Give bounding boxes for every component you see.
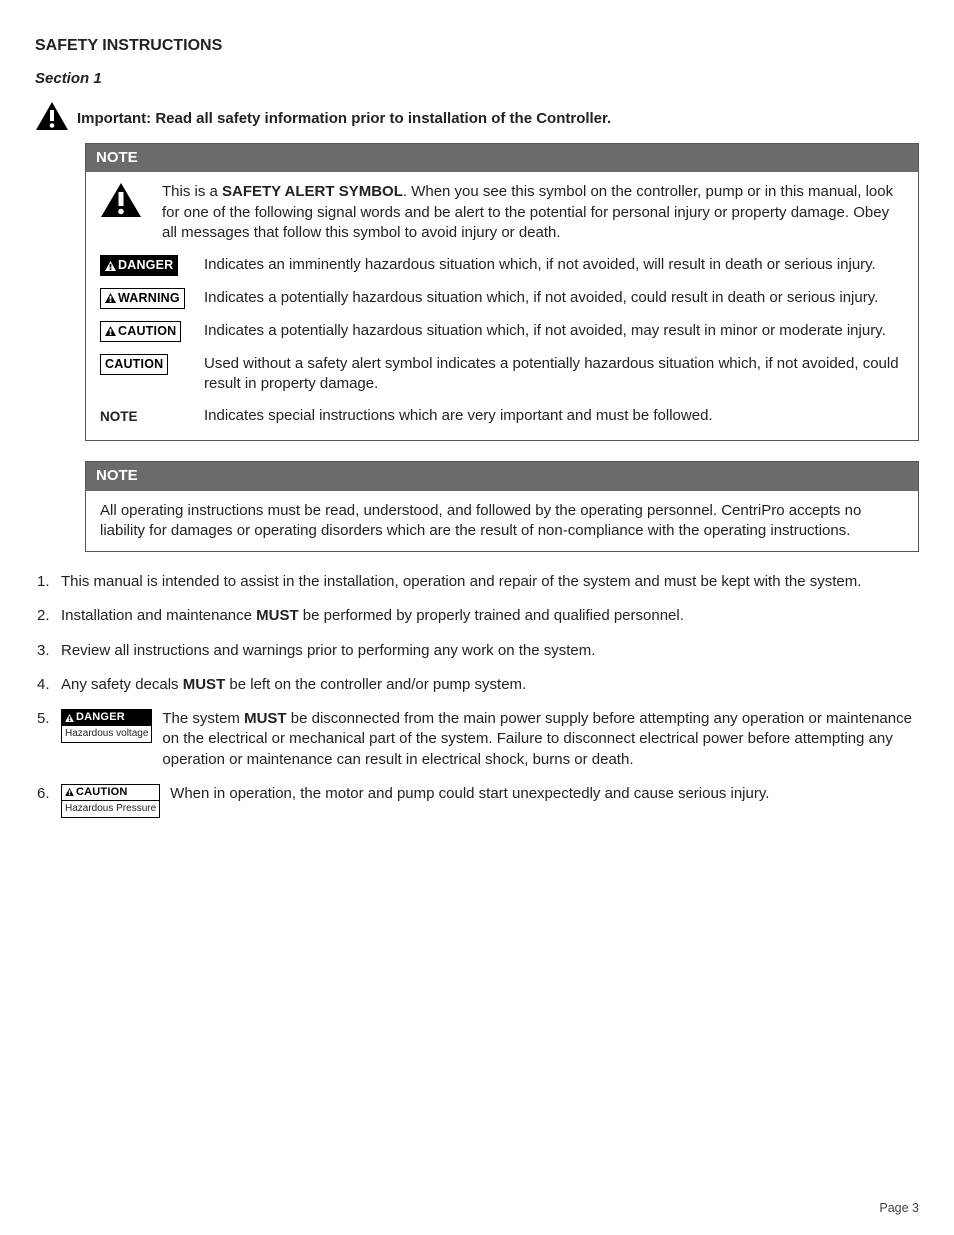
list-item-caution: CAUTION Hazardous Pressure When in opera… — [35, 784, 919, 818]
symbol-row-danger: DANGER Indicates an imminently hazardous… — [100, 255, 904, 276]
bold-text: SAFETY ALERT SYMBOL — [222, 183, 403, 200]
list-item-text: When in operation, the motor and pump co… — [170, 784, 919, 804]
symbol-row-text: Indicates a potentially hazardous situat… — [204, 321, 904, 341]
label-text: DANGER — [76, 710, 125, 725]
caution-alert-label-icon: CAUTION — [100, 321, 181, 342]
page-number: Page 3 — [879, 1200, 919, 1217]
note-box-symbols: NOTE This is a SAFETY ALERT SYMBOL. When… — [85, 143, 919, 441]
bold-text: MUST — [256, 607, 299, 624]
label-text: CAUTION — [76, 785, 128, 800]
text: Review all instructions and warnings pri… — [61, 642, 595, 659]
list-item-text: The system MUST be disconnected from the… — [162, 709, 919, 770]
important-text: Important: Read all safety information p… — [77, 109, 611, 129]
symbol-row-text: Indicates a potentially hazardous situat… — [204, 288, 904, 308]
badge-caption: Hazardous voltage — [61, 726, 152, 743]
text: Installation and maintenance — [61, 607, 256, 624]
page-title: SAFETY INSTRUCTIONS — [35, 35, 919, 57]
text: be left on the controller and/or pump sy… — [225, 676, 526, 693]
symbol-row-note: NOTE Indicates special instructions whic… — [100, 406, 904, 426]
important-line: Important: Read all safety information p… — [35, 101, 919, 137]
list-item-danger: DANGER Hazardous voltage The system MUST… — [35, 709, 919, 770]
note-box-operating: NOTE All operating instructions must be … — [85, 461, 919, 552]
text: The system — [162, 710, 244, 727]
symbol-row-alert: This is a SAFETY ALERT SYMBOL. When you … — [100, 182, 904, 243]
list-item: Installation and maintenance MUST be per… — [35, 606, 919, 626]
text: Any safety decals — [61, 676, 183, 693]
label-text: CAUTION — [105, 356, 163, 373]
alert-icon — [35, 101, 69, 137]
symbol-row-text: Used without a safety alert symbol indic… — [204, 354, 904, 395]
symbol-row-text: This is a SAFETY ALERT SYMBOL. When you … — [162, 182, 904, 243]
text: This is a — [162, 183, 222, 200]
bold-text: MUST — [244, 710, 287, 727]
note-box-header: NOTE — [86, 462, 918, 490]
note-box-body: All operating instructions must be read,… — [86, 491, 918, 552]
section-label: Section 1 — [35, 69, 919, 89]
note-label: NOTE — [100, 406, 138, 426]
symbol-row-caution-alert: CAUTION Indicates a potentially hazardou… — [100, 321, 904, 342]
label-text: WARNING — [118, 290, 180, 307]
text: be performed by properly trained and qua… — [299, 607, 684, 624]
note-box-header: NOTE — [86, 144, 918, 172]
danger-badge-icon: DANGER — [61, 709, 152, 726]
badge-caption: Hazardous Pressure — [61, 801, 160, 818]
alert-triangle-icon — [100, 182, 142, 224]
text: This manual is intended to assist in the… — [61, 573, 861, 590]
caution-label-icon: CAUTION — [100, 354, 168, 375]
symbol-row-text: Indicates special instructions which are… — [204, 406, 904, 426]
symbol-row-caution: CAUTION Used without a safety alert symb… — [100, 354, 904, 395]
list-item: Review all instructions and warnings pri… — [35, 641, 919, 661]
caution-badge-icon: CAUTION — [61, 784, 160, 801]
warning-label-icon: WARNING — [100, 288, 185, 309]
list-item: Any safety decals MUST be left on the co… — [35, 675, 919, 695]
numbered-list: This manual is intended to assist in the… — [35, 572, 919, 818]
label-text: CAUTION — [118, 323, 176, 340]
danger-label-icon: DANGER — [100, 255, 178, 276]
symbol-row-warning: WARNING Indicates a potentially hazardou… — [100, 288, 904, 309]
bold-text: MUST — [183, 676, 226, 693]
list-item: This manual is intended to assist in the… — [35, 572, 919, 592]
symbol-row-text: Indicates an imminently hazardous situat… — [204, 255, 904, 275]
label-text: DANGER — [118, 257, 173, 274]
